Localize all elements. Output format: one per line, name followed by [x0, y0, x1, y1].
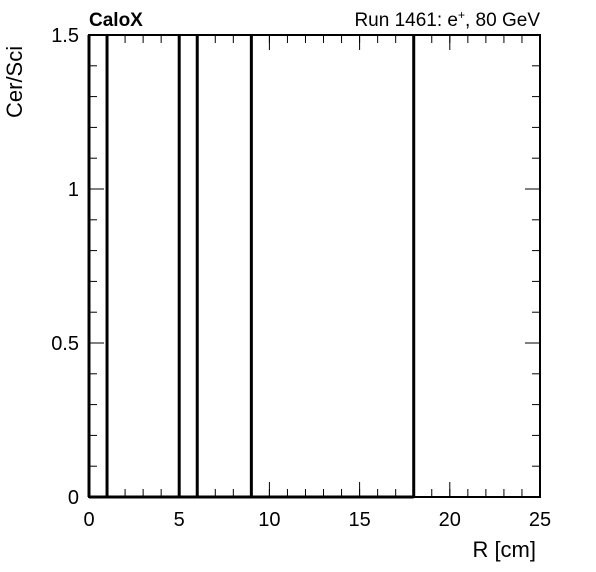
x-tick-label: 10	[258, 509, 280, 531]
y-tick-label: 1.5	[51, 25, 79, 47]
run-label-main: Run 1461: e	[354, 10, 458, 31]
x-tick-label: 15	[348, 509, 370, 531]
x-tick-label: 25	[529, 509, 551, 531]
major-ticks	[88, 34, 541, 498]
y-tick-labels: 0 0.5 1 1.5	[51, 25, 79, 509]
run-label: Run 1461: e+, 80 GeV	[354, 8, 540, 31]
x-tick-label: 5	[174, 509, 185, 531]
y-axis-title: Cer/Sci	[2, 46, 27, 118]
y-tick-label: 0.5	[51, 333, 79, 355]
y-tick-label: 0	[68, 487, 79, 509]
brand-label: CaloX	[89, 10, 143, 31]
run-label-suffix: , 80 GeV	[465, 10, 540, 31]
x-tick-labels: 0 5 10 15 20 25	[83, 509, 551, 531]
x-axis-title: R [cm]	[472, 537, 536, 562]
x-tick-label: 20	[439, 509, 461, 531]
x-tick-label: 0	[83, 509, 94, 531]
minor-ticks	[88, 34, 541, 498]
histogram-series	[87, 35, 416, 499]
y-tick-label: 1	[68, 179, 79, 201]
run-label-superscript: +	[458, 8, 465, 22]
plot-frame	[88, 34, 541, 498]
